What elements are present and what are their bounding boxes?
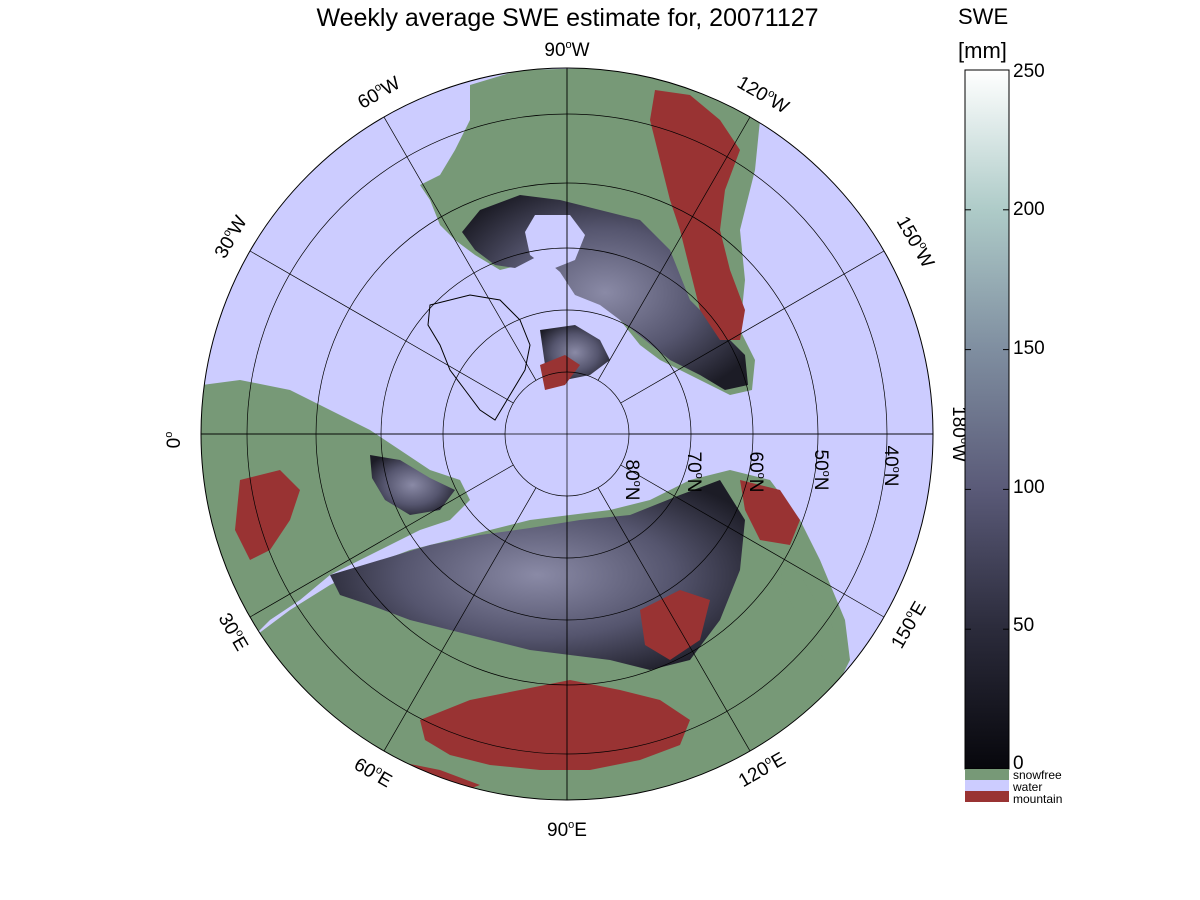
colorbar — [964, 69, 1010, 770]
meridian-line — [249, 464, 514, 618]
legend-label-mountain: mountain — [1013, 792, 1063, 806]
lat-label-60n: 60oN — [745, 452, 767, 493]
colorbar-tick-label: 100 — [1013, 477, 1045, 498]
legend-label-snowfree: snowfree — [1013, 768, 1062, 782]
legend-swatch-mountain — [965, 791, 1009, 802]
hudson-bay — [525, 215, 585, 270]
colorbar-tick-label: 150 — [1013, 338, 1045, 359]
meridian-line — [383, 487, 537, 752]
snow-scandinavia — [370, 455, 455, 515]
colorbar-tick-label: 50 — [1013, 615, 1035, 636]
graticule — [201, 68, 933, 800]
meridian-line — [597, 116, 751, 381]
lat-label-80n: 80oN — [621, 460, 643, 501]
lon-label-30e: 30oE — [214, 609, 253, 655]
mountain-central-asia — [420, 680, 690, 770]
lon-label-150w: 150oW — [892, 212, 939, 271]
meridian-line — [620, 464, 885, 618]
colorbar-tick-label: 0 — [1013, 753, 1024, 774]
colorbar-title: SWE — [958, 4, 1009, 29]
map-disk — [201, 68, 933, 800]
legend-label-water: water — [1013, 780, 1043, 794]
lon-label-60w: 60oW — [354, 72, 404, 114]
lon-label-60e: 60oE — [350, 753, 396, 792]
meridian-line — [249, 250, 514, 404]
lat-label-50n: 50oN — [810, 450, 832, 491]
legend-swatch-snowfree — [965, 769, 1009, 780]
lon-label-180w: 180oW — [948, 406, 970, 462]
lat-label-70n: 70oN — [683, 452, 705, 493]
longitude-labels: 90oW 120oW 150oW 180oW 150oE 120oE 90oE … — [163, 39, 970, 841]
lat-label-40n: 40oN — [880, 446, 902, 487]
mountain-rockies — [650, 90, 745, 340]
mountain-kamchatka — [740, 480, 800, 545]
map-border — [200, 67, 934, 801]
map-title: Weekly average SWE estimate for, 2007112… — [316, 4, 819, 32]
lon-label-150e: 150oE — [887, 598, 931, 653]
meridian-line — [383, 116, 537, 381]
lon-label-120w: 120oW — [733, 71, 792, 118]
lon-label-0: 0o — [163, 432, 185, 449]
meridian-line — [597, 487, 751, 752]
lon-label-30w: 30oW — [210, 212, 252, 262]
latitude-labels: 80oN 70oN 60oN 50oN 40oN — [621, 446, 902, 501]
legend-swatch-water — [965, 780, 1009, 791]
colorbar-tick-label: 200 — [1013, 199, 1045, 220]
lon-label-90e: 90oE — [547, 819, 587, 841]
land-europe — [201, 380, 470, 640]
mountain-europe — [235, 470, 300, 560]
colorbar-unit: [mm] — [958, 38, 1007, 63]
lon-label-90w: 90oW — [544, 39, 589, 61]
colorbar-tick-label: 250 — [1013, 61, 1045, 82]
land-japan — [780, 560, 840, 660]
meridian-line — [620, 250, 885, 404]
mountain-east-siberia — [640, 590, 710, 660]
snow-siberia — [330, 480, 745, 670]
